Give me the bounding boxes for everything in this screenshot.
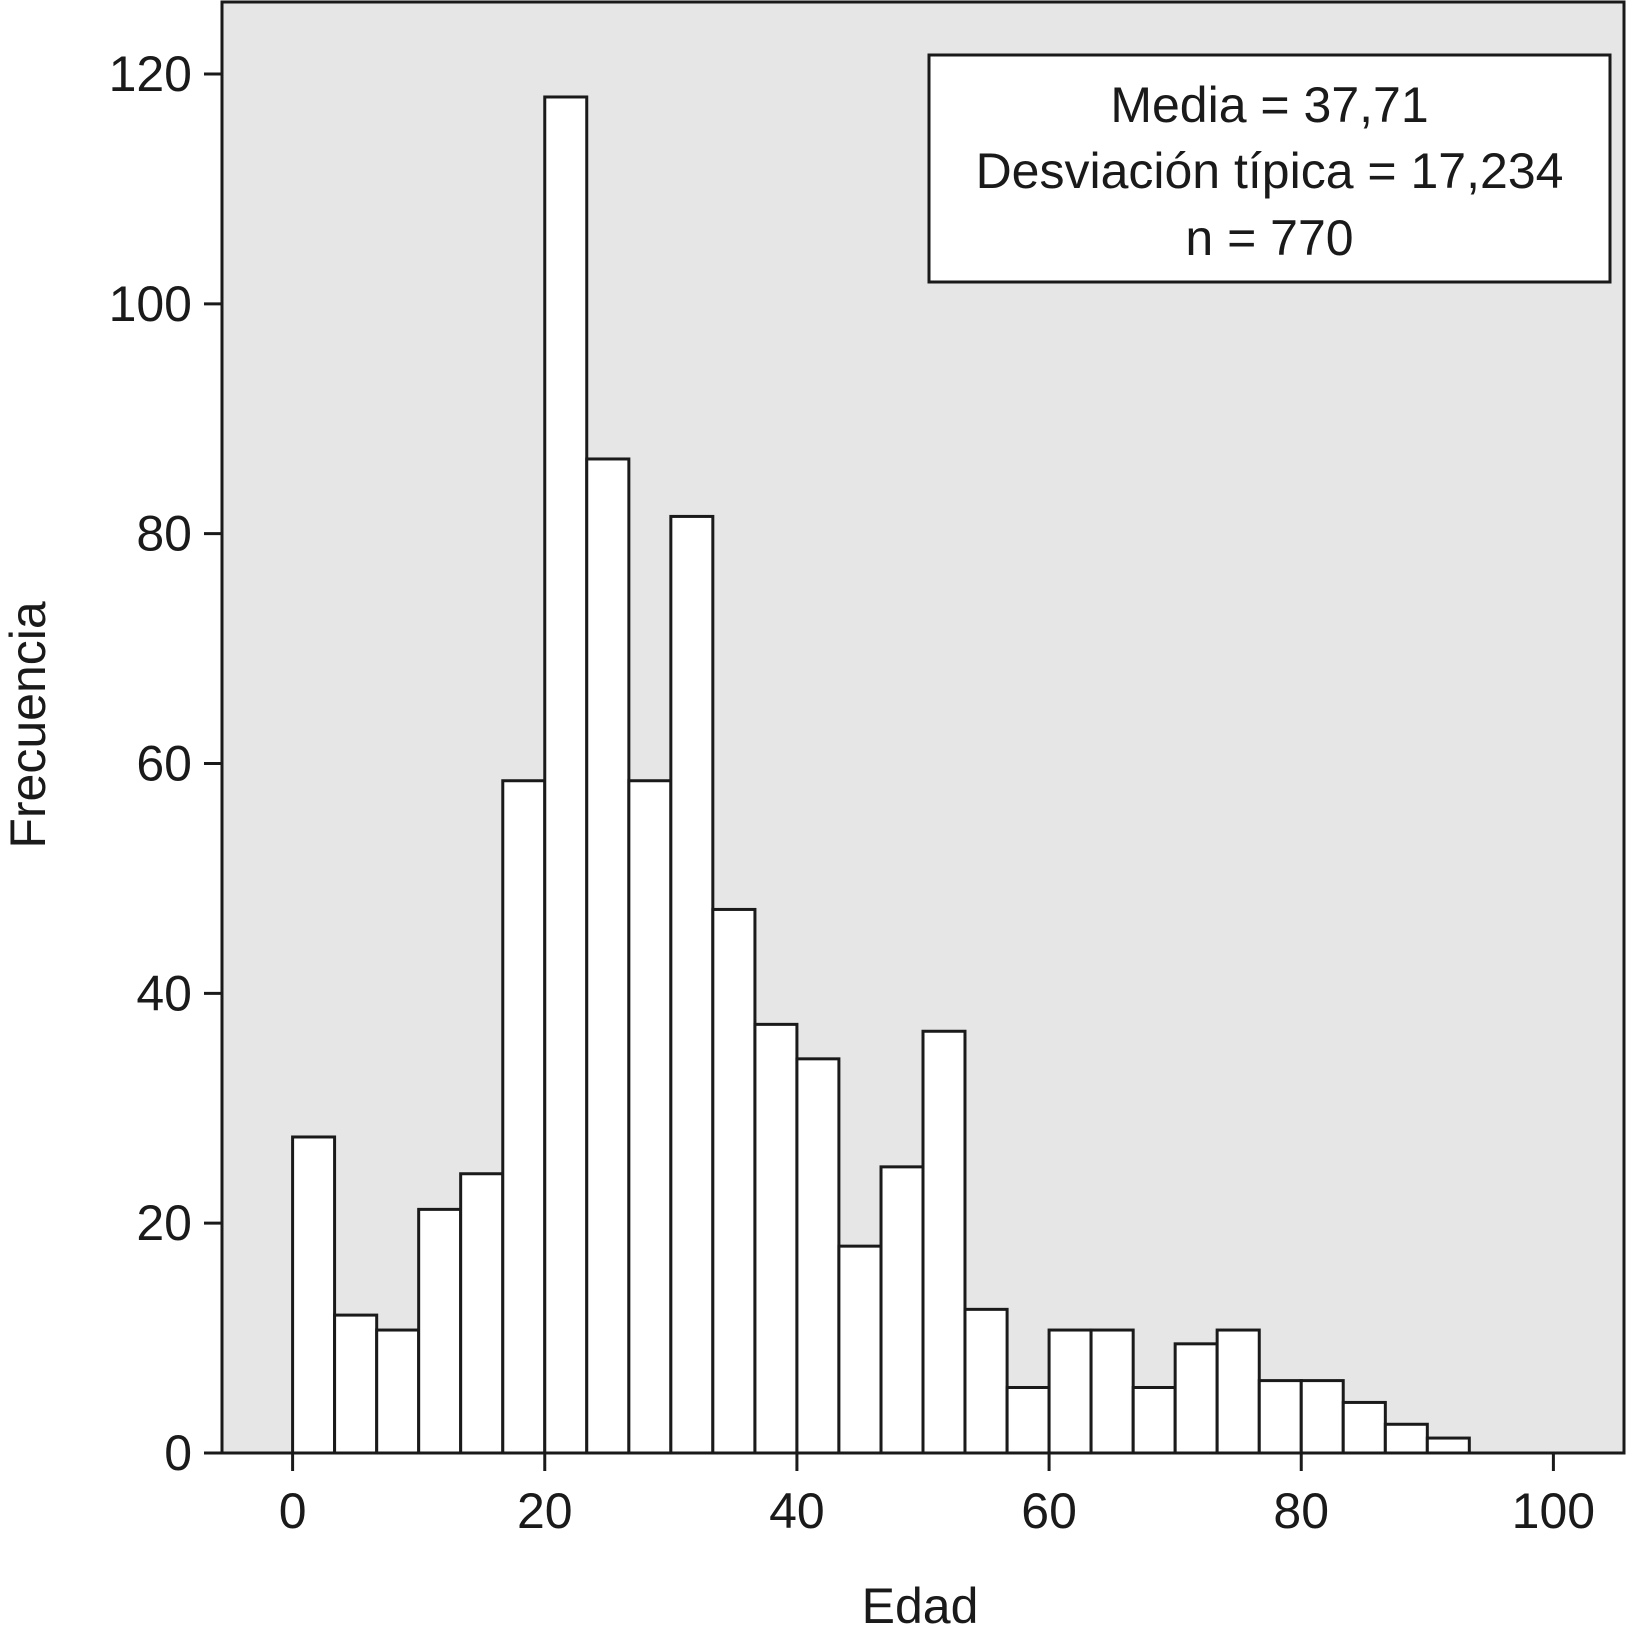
x-tick-label: 60 (1021, 1483, 1077, 1539)
histogram-bar (1047, 1328, 1093, 1455)
y-axis-title: Frecuencia (0, 601, 56, 849)
histogram-bar (543, 95, 589, 1455)
histogram-bar (795, 1057, 841, 1455)
histogram-bar (375, 1328, 421, 1455)
x-tick-label: 20 (517, 1483, 573, 1539)
stats-box: Media = 37,71 Desviación típica = 17,234… (927, 53, 1612, 284)
histogram-bar (669, 514, 715, 1455)
histogram-bar (1257, 1379, 1303, 1455)
axes-group (220, 2, 1624, 1455)
histogram-bar (1425, 1436, 1471, 1455)
histogram-bar (1131, 1385, 1177, 1455)
histogram-bar (291, 1135, 337, 1455)
histogram-bar (1173, 1342, 1219, 1455)
histogram-bar (1383, 1422, 1429, 1455)
y-tick-label: 20 (136, 1195, 192, 1251)
histogram-bar (1215, 1328, 1261, 1455)
stats-n: n = 770 (1185, 210, 1353, 266)
stats-box-frame (927, 53, 1612, 284)
x-tick-label: 80 (1273, 1483, 1329, 1539)
histogram-bar (753, 1022, 799, 1455)
x-axis-title: Edad (862, 1578, 979, 1634)
histogram-bar (1089, 1328, 1135, 1455)
histogram-bar (459, 1172, 505, 1455)
histogram-bar (1299, 1379, 1345, 1455)
ticks-group: 0 20 40 60 80 100 0 20 40 60 80 100 120 (109, 46, 1596, 1539)
histogram-bar (585, 457, 631, 1455)
histogram-bar (711, 907, 757, 1455)
histogram-bar (1005, 1385, 1051, 1455)
y-tick-label: 60 (136, 736, 192, 792)
y-tick-label: 80 (136, 506, 192, 562)
histogram-bar (1341, 1400, 1387, 1455)
histogram-bar (921, 1029, 967, 1455)
histogram-bar (627, 779, 673, 1455)
x-tick-label: 40 (769, 1483, 825, 1539)
histogram-bar (417, 1207, 463, 1455)
y-tick-label: 40 (136, 965, 192, 1021)
y-tick-label: 0 (164, 1425, 192, 1481)
histogram-bar (879, 1165, 925, 1455)
histogram-bar (501, 779, 547, 1455)
x-tick-label: 100 (1512, 1483, 1595, 1539)
stats-std-dev: Desviación típica = 17,234 (976, 143, 1564, 199)
stats-mean: Media = 37,71 (1110, 77, 1428, 133)
histogram-bar (333, 1313, 379, 1455)
y-tick-label: 120 (109, 46, 192, 102)
histogram-bar (837, 1244, 883, 1455)
y-tick-label: 100 (109, 276, 192, 332)
histogram-bar (963, 1307, 1009, 1455)
x-tick-label: 0 (279, 1483, 307, 1539)
